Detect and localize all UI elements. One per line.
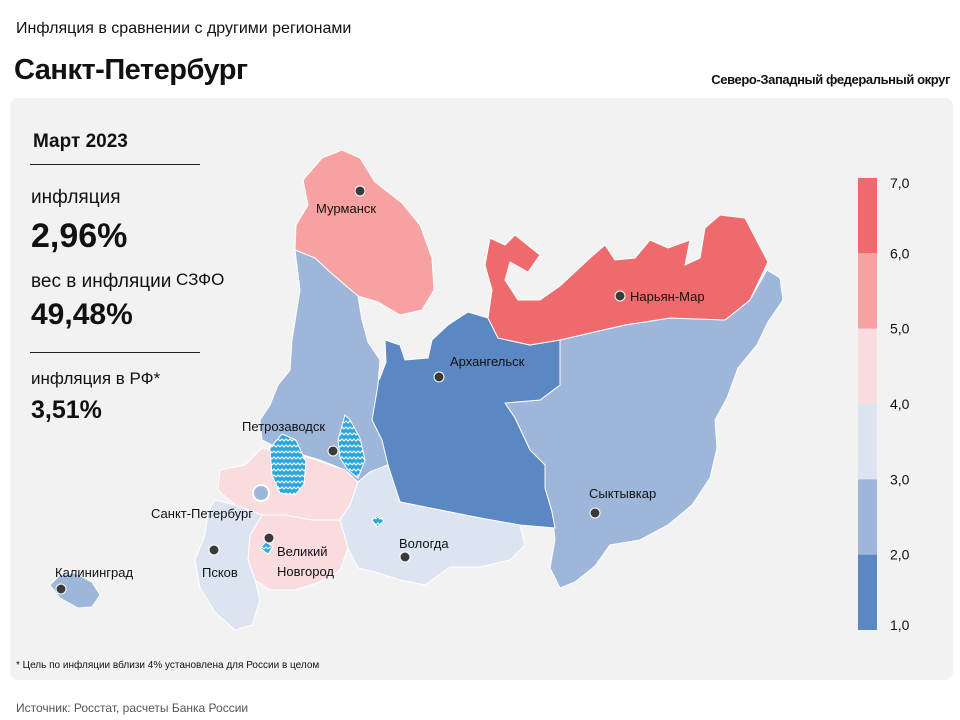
region-kaliningrad [49,572,101,609]
city-marker [263,532,275,544]
legend-tick-label: 6,0 [890,245,910,261]
legend-tick-label: 7,0 [890,175,910,191]
inflation-value: 2,96% [31,217,128,255]
city-label: Великий [277,544,328,559]
divider [30,164,200,165]
city-label: Петрозаводск [242,419,325,434]
lake-ladoga [269,433,307,496]
region-pskov [194,499,263,631]
legend-band [858,404,877,480]
city-marker [399,551,411,563]
period-label: Март 2023 [33,131,128,152]
lake-ilmen [259,541,274,555]
footnote: * Цель по инфляции вблизи 4% установлена… [16,660,320,671]
legend-band [858,554,877,630]
legend-tick-label: 4,0 [890,396,910,412]
city-marker [589,507,601,519]
lake-onega [337,414,366,479]
city-marker [55,583,67,595]
page-title: Санкт-Петербург [14,54,248,86]
legend-tick-label: 2,0 [890,547,910,563]
lake-beloye [371,514,385,528]
city-label: Новгород [277,564,334,579]
city-label: Санкт-Петербург [151,506,253,521]
weight-value: 49,48% [31,298,133,331]
city-marker-highlight [252,484,270,502]
city-marker [354,185,366,197]
region-nenets [484,214,769,346]
page-supertitle: Инфляция в сравнении с другими регионами [16,20,352,37]
city-label: Сыктывкар [589,486,656,501]
legend-tick-label: 1,0 [890,617,910,633]
city-label: Вологда [399,536,449,551]
legend-band [858,253,877,329]
city-marker [614,290,626,302]
legend-tick-label: 3,0 [890,471,910,487]
legend-band [858,178,877,254]
legend-band [858,328,877,404]
city-marker [208,544,220,556]
source-note: Источник: Росстат, расчеты Банка России [16,701,249,715]
city-marker [433,371,445,383]
city-label: Нарьян-Мар [630,289,705,304]
city-marker [327,445,339,457]
color-legend: 7,0 6,0 5,0 4,0 3,0 2,0 1,0 [858,175,910,633]
weight-district-label: СЗФО [176,270,225,289]
rf-inflation-value: 3,51% [31,396,102,424]
divider [30,352,200,353]
city-label: Псков [202,565,238,580]
city-label: Архангельск [450,354,525,369]
legend-tick-label: 5,0 [890,321,910,337]
legend-band [858,479,877,555]
district-name: Северо-Западный федеральный округ [711,72,950,87]
weight-label: вес в инфляции [31,271,172,292]
inflation-label: инфляция [31,187,121,208]
rf-inflation-label: инфляция в РФ* [31,369,161,388]
city-label: Калининград [55,565,133,580]
city-label: Мурманск [316,201,376,216]
